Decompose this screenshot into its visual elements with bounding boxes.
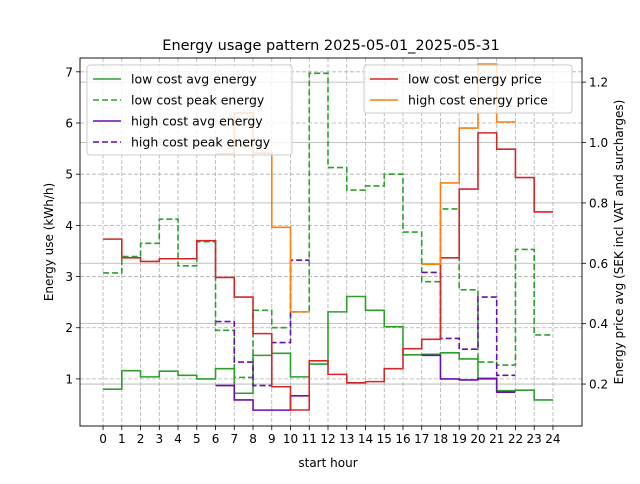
y2-tick-label: 0.6 [589, 257, 608, 271]
chart-title: Energy usage pattern 2025-05-01_2025-05-… [162, 38, 499, 54]
y-tick-label: 2 [65, 321, 73, 335]
legend-upper-left: low cost avg energy low cost peak energy h… [86, 64, 293, 156]
x-axis-label: start hour [298, 456, 357, 470]
x-tick-label: 12 [320, 432, 335, 446]
y2-axis-label: Energy price avg (SEK incl VAT and surch… [612, 100, 626, 385]
x-tick-label: 6 [212, 432, 220, 446]
y2-tick-label: 0.8 [589, 196, 608, 210]
x-tick-label: 16 [395, 432, 410, 446]
x-tick-label: 14 [358, 432, 373, 446]
x-tick-label: 23 [527, 432, 542, 446]
legend-entry: high cost energy price [408, 93, 548, 108]
y-tick-label: 3 [65, 270, 73, 284]
y-axis-label: Energy use (kWh/h) [42, 183, 56, 301]
y2-tick-label: 1.0 [589, 136, 608, 150]
legend-entry: low cost energy price [408, 72, 542, 87]
x-tick-label: 22 [508, 432, 523, 446]
x-tick-label: 24 [545, 432, 560, 446]
x-tick-label: 7 [230, 432, 238, 446]
y-tick-label: 4 [65, 219, 73, 233]
x-tick-label: 13 [339, 432, 354, 446]
x-tick-label: 3 [155, 432, 163, 446]
x-tick-label: 17 [414, 432, 429, 446]
x-tick-label: 18 [433, 432, 448, 446]
x-tick-label: 19 [452, 432, 467, 446]
x-tick-label: 2 [137, 432, 145, 446]
x-tick-label: 4 [174, 432, 182, 446]
series-line-4 [103, 132, 553, 411]
series-line-3 [215, 259, 310, 387]
x-tick-label: 10 [283, 432, 298, 446]
y-tick-label: 7 [65, 65, 73, 79]
legend-box [363, 64, 573, 114]
x-tick-label: 0 [99, 432, 107, 446]
x-tick-label: 1 [118, 432, 126, 446]
series-line-0 [103, 295, 553, 401]
x-tick-label: 20 [470, 432, 485, 446]
x-tick-label: 8 [249, 432, 257, 446]
legend-entry: low cost peak energy [131, 93, 265, 108]
y2-tick-label: 0.2 [589, 378, 608, 392]
x-tick-label: 11 [302, 432, 317, 446]
series-line-2 [421, 354, 516, 394]
x-tick-label: 21 [489, 432, 504, 446]
legend-box [86, 64, 293, 156]
y-tick-label: 5 [65, 168, 73, 182]
series-line-3 [421, 271, 516, 377]
plot-frame [79, 57, 583, 427]
legend-entry: high cost avg energy [131, 114, 263, 129]
y2-tick-label: 1.2 [589, 76, 608, 90]
series-line-2 [215, 384, 310, 411]
legend-upper-right: low cost energy price high cost energy pr… [363, 64, 573, 114]
x-tick-label: 9 [268, 432, 276, 446]
y2-tick-label: 0.4 [589, 317, 608, 331]
x-tick-label: 15 [377, 432, 392, 446]
y-tick-label: 1 [65, 372, 73, 386]
legend-entry: low cost avg energy [131, 72, 257, 87]
legend-entry: high cost peak energy [131, 135, 271, 150]
x-tick-label: 5 [193, 432, 201, 446]
y-tick-label: 6 [65, 117, 73, 131]
